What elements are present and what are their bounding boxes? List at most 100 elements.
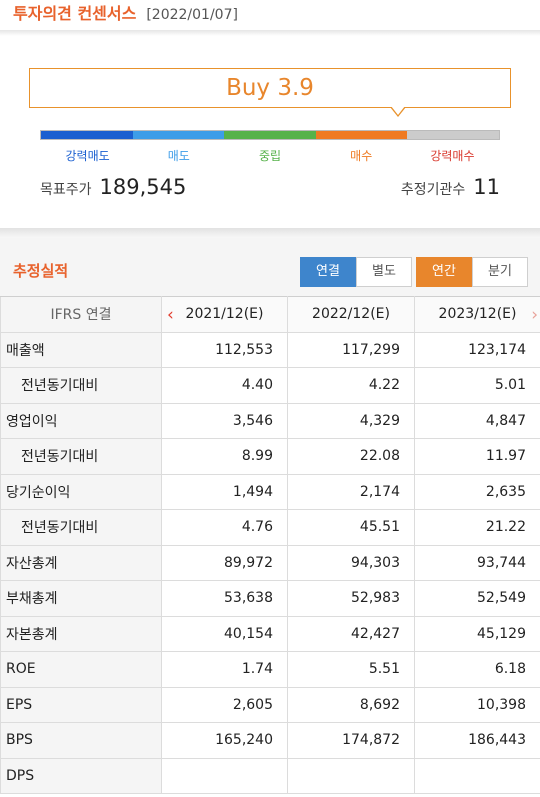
row-label: DPS [0,757,162,794]
estimates-header: 추정실적 연결 별도 연간 분기 [0,238,540,296]
target-price: 목표주가 189,545 [40,175,186,199]
rating-scale-label: 중립 [258,149,282,163]
table-row: 전년동기대비 4.40 4.22 5.01 [0,367,540,404]
prev-period-icon[interactable]: ‹ [167,305,174,325]
table-cell: 22.08 [287,438,415,475]
analyst-count: 추정기관수 11 [401,175,500,199]
rating-scale-segment [315,131,408,139]
analyst-count-label: 추정기관수 [400,182,466,198]
target-price-value: 189,545 [99,175,187,199]
rating-scale-segment [132,131,225,139]
row-label: 자산총계 [0,544,162,581]
table-cell: 2,174 [287,473,415,510]
table-cell: 94,303 [287,544,415,581]
table-row: DPS [0,757,540,794]
row-label: 매출액 [0,331,162,368]
consolidated-button[interactable]: 연결 [300,257,356,287]
rating-scale-label: 매수 [350,149,373,163]
table-row: 자산총계 89,972 94,303 93,744 [0,544,540,581]
column-year-3-label: 2023/12(E) [438,306,517,323]
consensus-panel: 투자의견 컨센서스 [2022/01/07] Buy 3.9 강력매도 매도 중립 매… [0,0,540,228]
row-label: 영업이익 [0,402,162,439]
table-cell: 112,553 [161,331,288,368]
table-cell: 53,638 [161,580,288,617]
column-year-2: 2022/12(E) [287,296,415,333]
table-cell: 6.18 [414,651,540,688]
table-header-row: IFRS 연결 ‹ 2021/12(E) 2022/12(E) 2023/12(… [0,296,540,333]
row-label: 당기순이익 [0,473,162,510]
table-cell [287,757,415,794]
table-cell: 45.51 [287,509,415,546]
table-cell: 21.22 [414,509,540,546]
target-price-label: 목표주가 [40,182,92,198]
row-label: ROE [0,651,162,688]
table-cell [161,757,288,794]
table-cell: 52,549 [414,580,540,617]
column-year-1-label: 2021/12(E) [185,306,264,323]
row-label: 부채총계 [0,580,162,617]
rating-scale-bar [40,130,500,140]
rating-pointer-inner [391,106,405,115]
separate-button[interactable]: 별도 [356,257,412,287]
row-label: 자본총계 [0,615,162,652]
table-cell: 3,546 [161,402,288,439]
table-cell: 117,299 [287,331,415,368]
period-toggle: 연간 분기 [416,257,528,287]
rating-scale-segment [41,131,133,139]
table-cell: 174,872 [287,722,415,759]
row-label: 전년동기대비 [0,367,162,404]
table-cell: 4,329 [287,402,415,439]
basis-toggle: 연결 별도 [300,257,412,287]
annual-button[interactable]: 연간 [416,257,472,287]
row-label: EPS [0,686,162,723]
table-row: BPS 165,240 174,872 186,443 [0,722,540,759]
table-row: 전년동기대비 8.99 22.08 11.97 [0,438,540,475]
table-cell: 52,983 [287,580,415,617]
table-row: 자본총계 40,154 42,427 45,129 [0,615,540,652]
table-row: 영업이익 3,546 4,329 4,847 [0,402,540,439]
rating-scale-labels: 강력매도 매도 중립 매수 강력매수 [42,147,498,164]
table-row: 매출액 112,553 117,299 123,174 [0,331,540,368]
table-cell: 2,635 [414,473,540,510]
table-cell: 93,744 [414,544,540,581]
rating-scale-segment [407,131,499,139]
table-cell: 4.22 [287,367,415,404]
table-cell: 89,972 [161,544,288,581]
table-cell: 40,154 [161,615,288,652]
consensus-date: [2022/01/07] [146,7,238,23]
table-cell: 5.01 [414,367,540,404]
table-row: 전년동기대비 4.76 45.51 21.22 [0,509,540,546]
rating-callout: Buy 3.9 [29,68,511,108]
column-year-2-label: 2022/12(E) [312,306,390,323]
row-label: BPS [0,722,162,759]
table-cell: 8.99 [161,438,288,475]
next-period-icon[interactable]: › [531,305,538,325]
table-cell: 10,398 [414,686,540,723]
table-cell: 1.74 [161,651,288,688]
table-cell: 11.97 [414,438,540,475]
table-cell: 8,692 [287,686,415,723]
column-year-1: ‹ 2021/12(E) [161,296,288,333]
consensus-title: 투자의견 컨센서스 [13,4,137,23]
estimates-title: 추정실적 [13,262,69,280]
table-cell: 42,427 [287,615,415,652]
table-row: 당기순이익 1,494 2,174 2,635 [0,473,540,510]
consensus-header: 투자의견 컨센서스 [2022/01/07] [13,0,238,24]
rating-scale-label: 강력매도 [65,149,110,163]
analyst-count-value: 11 [473,175,500,199]
table-cell: 4,847 [414,402,540,439]
row-label: 전년동기대비 [0,509,162,546]
estimates-table: IFRS 연결 ‹ 2021/12(E) 2022/12(E) 2023/12(… [0,296,540,794]
table-cell: 165,240 [161,722,288,759]
row-label: 전년동기대비 [0,438,162,475]
table-cell: 186,443 [414,722,540,759]
table-row: 부채총계 53,638 52,983 52,549 [0,580,540,617]
section-divider [0,228,540,238]
table-row: EPS 2,605 8,692 10,398 [0,686,540,723]
table-cell: 4.76 [161,509,288,546]
table-cell: 2,605 [161,686,288,723]
rating-scale-label: 강력매수 [430,149,475,163]
table-row: ROE 1.74 5.51 6.18 [0,651,540,688]
ifrs-basis-label: IFRS 연결 [0,296,162,333]
quarterly-button[interactable]: 분기 [472,257,528,287]
